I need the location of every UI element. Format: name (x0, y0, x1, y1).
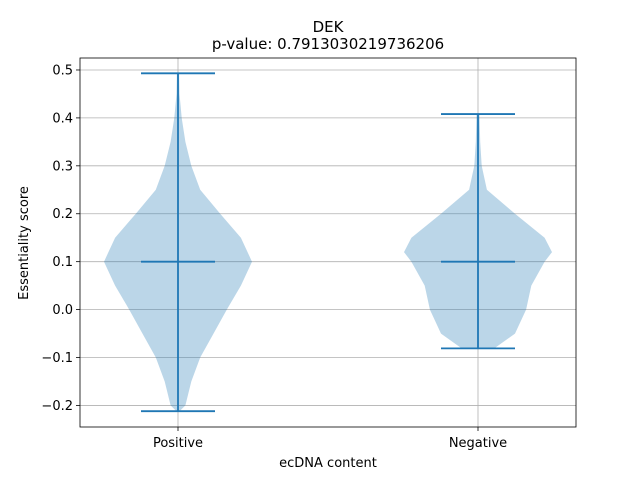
y-tick-label: −0.2 (41, 399, 73, 414)
x-axis-label: ecDNA content (279, 456, 377, 471)
y-tick-label: 0.3 (52, 159, 73, 174)
y-tick-label: 0.2 (52, 207, 73, 222)
y-tick-label: 0.1 (52, 255, 73, 270)
y-tick-label: 0.0 (52, 303, 73, 318)
chart-subtitle: p-value: 0.7913030219736206 (212, 35, 444, 53)
y-tick-label: 0.4 (52, 111, 73, 126)
plot-frame (79, 57, 577, 428)
y-axis-label: Essentiality score (17, 186, 32, 300)
chart-title: DEK (313, 18, 345, 36)
violins (104, 72, 552, 413)
axes: −0.2 −0.1 0.0 0.1 0.2 0.3 0.4 0.5 Positive Negati… (41, 63, 507, 451)
x-tick-label: Negative (449, 436, 507, 451)
x-tick-label: Positive (153, 436, 203, 451)
y-tick-label: −0.1 (41, 351, 73, 366)
y-tick-label: 0.5 (52, 63, 73, 78)
